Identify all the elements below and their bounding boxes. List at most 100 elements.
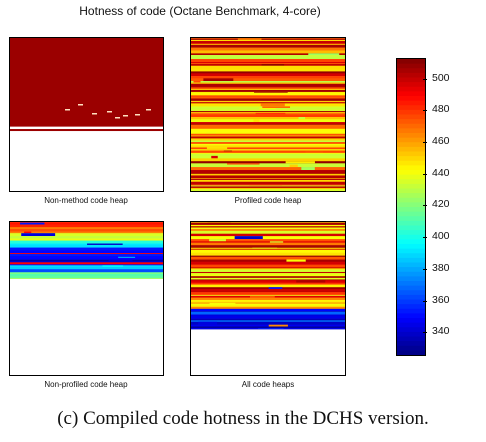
- colorbar-segment: [397, 285, 425, 291]
- heatmap-cell-row: [191, 288, 345, 292]
- heatmap-cell: [206, 147, 228, 149]
- panel-label-all: All code heaps: [241, 380, 295, 389]
- heatmap-cell-row: [191, 117, 345, 120]
- colorbar-segment: [397, 313, 425, 319]
- heatmap-cell-row: [191, 148, 345, 151]
- heatmap-cell-row: [10, 267, 163, 270]
- heatmap-cell-row: [191, 274, 345, 277]
- figure-caption: (c) Compiled code hotness in the DCHS ve…: [57, 408, 429, 429]
- heatmap-cell-row: [191, 54, 345, 58]
- heatmap-cell-row: [191, 131, 345, 135]
- heatmap-cell-row: [191, 311, 345, 313]
- heatmap-cell-row: [191, 82, 345, 85]
- colorbar-segment: [397, 290, 425, 296]
- colorbar-tick-label: 360: [432, 293, 450, 306]
- heatmap-cell: [301, 167, 315, 171]
- heatmap-cell-row: [10, 244, 163, 248]
- colorbar-segment: [397, 188, 425, 194]
- heatmap-cell-row: [10, 233, 163, 237]
- heatmap-cell: [203, 78, 234, 82]
- colorbar-segment: [397, 271, 425, 277]
- heatmap-cell: [298, 117, 306, 120]
- heatmap-cell-row: [191, 152, 345, 154]
- heatmap-cell-row: [191, 43, 345, 45]
- heatmap-cell-row: [10, 269, 163, 273]
- heatmap-cell-row: [191, 328, 345, 330]
- colorbar-segment: [397, 82, 425, 88]
- heatmap-cell-row: [191, 222, 345, 226]
- colorbar-segment: [397, 322, 425, 328]
- heatmap-cell: [249, 295, 275, 298]
- heatmap-cell-row: [191, 315, 345, 319]
- heatmap-non-method-code-heap: [9, 37, 164, 192]
- colorbar-segment: [397, 59, 425, 65]
- heatmap-cell: [249, 184, 283, 186]
- heatmap-cell-row: [191, 233, 345, 237]
- heatmap-cell: [209, 239, 226, 242]
- heatmap-cell: [108, 259, 133, 262]
- heatmap-cell-row: [191, 293, 345, 296]
- colorbar-segment: [397, 68, 425, 74]
- heatmap-cell: [211, 155, 218, 159]
- colorbar-tick-label: 440: [432, 166, 450, 179]
- heatmap-cell-row: [191, 123, 345, 125]
- heatmap-cell-row: [191, 305, 345, 308]
- heatmap-cell-row: [10, 256, 163, 259]
- heatmap-cell-row: [191, 50, 345, 54]
- heatmap-cell-row: [10, 250, 163, 254]
- heatmap-cell-row: [191, 44, 345, 48]
- heatmap-cell-row: [191, 321, 345, 325]
- heatmap-cell-row: [191, 186, 345, 189]
- colorbar-tick-mark: [423, 237, 427, 239]
- colorbar-segment: [397, 267, 425, 273]
- heatmap-cell-row: [10, 261, 163, 263]
- colorbar-segment: [397, 336, 425, 342]
- colorbar-segment: [397, 109, 425, 116]
- heatmap-cell: [258, 328, 284, 329]
- heatmap-cell-row: [191, 248, 345, 250]
- heatmap-cell-row: [191, 222, 345, 223]
- colorbar-tick-label: 500: [432, 71, 450, 84]
- heatmap-cell: [198, 321, 218, 325]
- heatmap-cell-row: [191, 282, 345, 285]
- colorbar-tick-mark: [423, 300, 427, 302]
- heatmap-cell-row: [191, 239, 345, 242]
- colorbar-tick-mark: [423, 142, 427, 143]
- heatmap-cell-row: [10, 222, 163, 223]
- heatmap-cell-band: [10, 38, 163, 127]
- heatmap-cell: [268, 279, 287, 281]
- colorbar-segment: [397, 197, 425, 203]
- colorbar-segment: [397, 202, 425, 208]
- heatmap-cell: [123, 115, 128, 117]
- heatmap-cell-row: [191, 140, 345, 143]
- colorbar-segment: [397, 179, 425, 185]
- heatmap-cell: [234, 236, 263, 240]
- heatmap-cell-row: [191, 89, 345, 91]
- colorbar-segment: [397, 216, 425, 222]
- heatmap-cell: [209, 302, 236, 304]
- colorbar-segment: [397, 119, 425, 125]
- colorbar-segment: [397, 183, 425, 190]
- heatmap-cell: [92, 113, 97, 115]
- heatmap-cell-row: [10, 264, 163, 266]
- heatmap-cell-row: [191, 172, 345, 175]
- heatmap-cell-row: [191, 241, 345, 243]
- heatmap-cell-row: [191, 179, 345, 183]
- heatmap-cell-row: [10, 253, 163, 255]
- heatmap-cell-row: [10, 274, 163, 276]
- colorbar-segment: [397, 350, 425, 355]
- heatmap-cell: [20, 222, 45, 225]
- heatmap-cell-row: [191, 271, 345, 274]
- heatmap-cell-row: [10, 229, 163, 232]
- colorbar-segment: [397, 299, 425, 305]
- heatmap-cell: [193, 81, 201, 83]
- panel-label-profiled: Profiled code heap: [234, 196, 302, 205]
- heatmap-cell: [285, 161, 315, 164]
- colorbar-segment: [397, 128, 425, 134]
- heatmap-cell-row: [191, 111, 345, 113]
- colorbar-tick-label: 340: [432, 325, 450, 338]
- heatmap-cell-row: [191, 95, 345, 97]
- heatmap-cell-row: [191, 133, 345, 136]
- heatmap-cell-band: [10, 129, 163, 132]
- heatmap-cell-row: [191, 185, 345, 187]
